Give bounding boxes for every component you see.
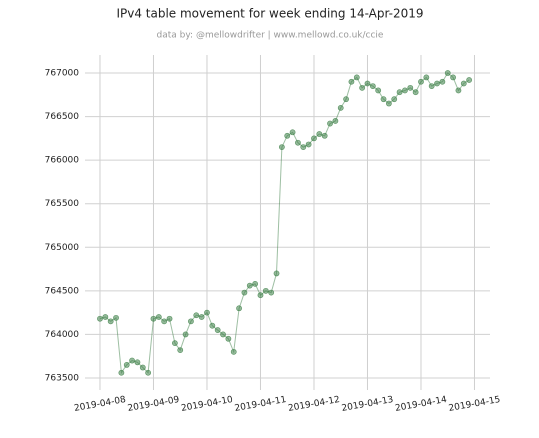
data-point: [450, 74, 456, 81]
data-point: [278, 144, 285, 150]
chart-title: IPv4 table movement for week ending 14-A…: [116, 7, 423, 21]
data-point: [439, 78, 446, 85]
data-point: [343, 96, 349, 103]
data-point: [171, 340, 178, 347]
data-point: [145, 369, 152, 376]
data-point: [214, 327, 221, 333]
data-point: [311, 135, 317, 142]
data-point: [118, 369, 125, 376]
data-point: [220, 331, 226, 338]
y-tick-label: 765500: [45, 199, 80, 209]
data-point: [466, 77, 473, 83]
data-point: [155, 314, 162, 320]
data-point: [359, 84, 366, 91]
y-tick-label: 767000: [45, 69, 80, 79]
data-point: [295, 139, 301, 146]
data-point: [97, 315, 103, 322]
x-tick-label: 2019-04-15: [448, 395, 501, 414]
x-tick-label: 2019-04-10: [180, 395, 234, 414]
x-tick-label: 2019-04-12: [287, 395, 340, 414]
data-point: [177, 347, 184, 353]
y-tick-label: 764000: [45, 330, 80, 340]
data-point: [369, 83, 376, 90]
data-point: [139, 364, 146, 371]
data-point: [273, 270, 280, 277]
x-tick-label: 2019-04-11: [234, 395, 287, 414]
data-point: [391, 96, 398, 103]
data-point: [289, 129, 296, 136]
data-point: [107, 318, 114, 325]
y-tick-label: 763500: [45, 373, 80, 383]
data-point: [321, 132, 328, 139]
data-point: [332, 118, 339, 124]
data-point: [353, 74, 360, 81]
data-point: [102, 314, 109, 320]
data-point: [423, 74, 430, 81]
data-point: [113, 314, 119, 321]
data-point: [380, 96, 387, 103]
data-point: [316, 131, 323, 137]
data-point: [204, 309, 210, 316]
x-tick-label: 2019-04-08: [73, 395, 127, 414]
data-point: [434, 80, 440, 87]
y-tick-label: 765000: [45, 243, 80, 253]
data-point: [337, 104, 344, 111]
data-point: [257, 292, 264, 299]
x-tick-label: 2019-04-13: [341, 395, 394, 414]
data-point: [246, 282, 253, 289]
data-point: [161, 318, 168, 325]
data-point: [134, 359, 141, 366]
data-point: [402, 87, 408, 94]
data-point: [182, 331, 189, 338]
data-point: [209, 322, 216, 329]
chart-subtitle: data by: @mellowdrifter | www.mellowd.co…: [157, 31, 384, 41]
data-point: [241, 289, 248, 296]
data-point: [375, 87, 382, 94]
data-point: [284, 132, 291, 139]
y-tick-label: 764500: [45, 286, 80, 296]
data-point: [129, 357, 135, 364]
data-point: [262, 287, 269, 294]
data-point: [225, 335, 232, 342]
data-point: [305, 141, 312, 148]
data-point: [236, 305, 242, 312]
data-point: [348, 78, 355, 85]
data-point: [412, 89, 419, 96]
data-point: [252, 280, 259, 287]
data-point: [327, 120, 333, 127]
data-point: [407, 84, 414, 91]
data-point: [418, 78, 424, 85]
y-tick-label: 766000: [45, 156, 80, 166]
data-point: [268, 289, 275, 296]
data-point: [230, 348, 237, 355]
data-point: [123, 362, 130, 368]
data-point: [198, 314, 205, 320]
data-point: [385, 100, 392, 107]
data-point: [193, 312, 200, 319]
data-point: [300, 144, 307, 150]
y-tick-label: 766500: [45, 112, 80, 122]
data-point: [166, 315, 173, 322]
x-tick-label: 2019-04-14: [394, 395, 448, 414]
data-point: [460, 80, 467, 87]
data-point: [444, 70, 451, 76]
data-point: [455, 87, 462, 94]
x-tick-label: 2019-04-09: [127, 395, 181, 414]
data-point: [364, 80, 371, 87]
data-point: [428, 83, 435, 90]
data-point: [396, 89, 403, 96]
data-point: [188, 318, 194, 325]
series-line: [99, 72, 470, 375]
data-point: [150, 315, 157, 322]
